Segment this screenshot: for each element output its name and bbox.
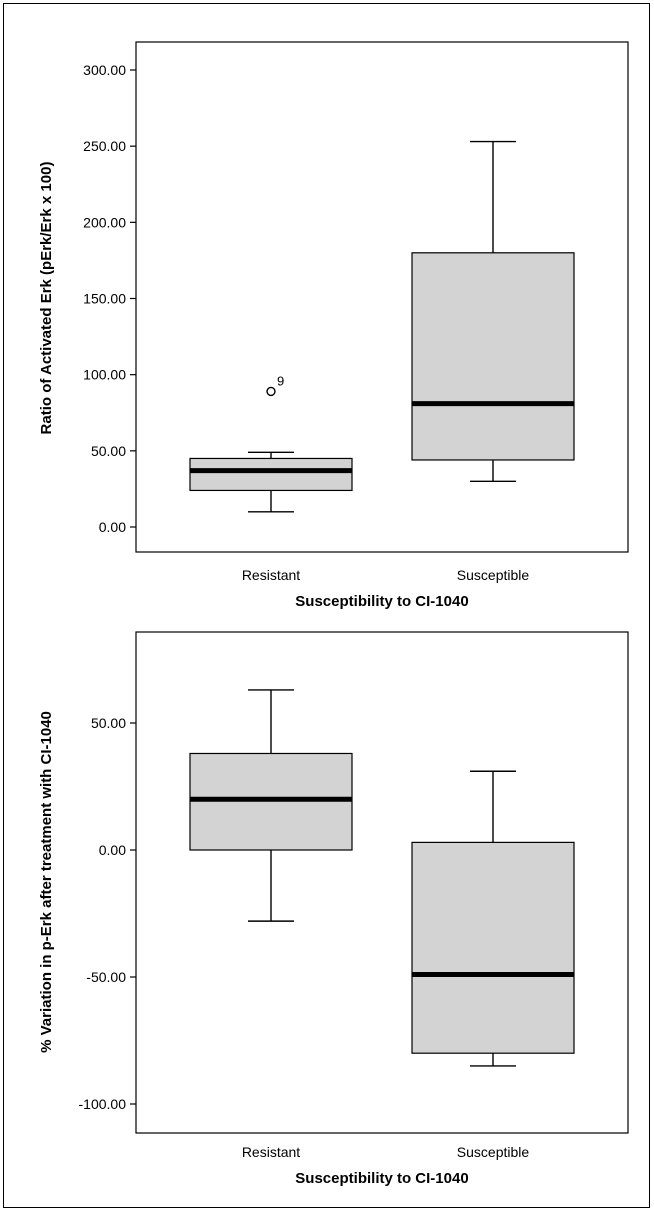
x-tick-label-resistant-bottom: Resistant <box>242 1144 300 1160</box>
x-axis-title-top: Susceptibility to CI-1040 <box>295 593 468 610</box>
y-tick-label-top-5: 250.00 <box>83 138 126 154</box>
y-axis-title-bottom: % Variation in p-Erk after treatment wit… <box>38 711 55 1053</box>
y-ticks-bottom: -100.00 -50.00 0.00 50.00 <box>79 715 136 1112</box>
plot-frame-top <box>135 41 629 553</box>
x-tick-label-susceptible-top: Susceptible <box>457 567 530 583</box>
x-tick-label-resistant-top: Resistant <box>242 567 300 583</box>
box-susceptible-bottom <box>411 841 575 1054</box>
y-ticks-top: 0.00 50.00 100.00 150.00 200.00 250.00 300.00 <box>83 62 136 535</box>
box-group-top: 9 <box>189 140 575 513</box>
y-tick-label-bottom-2: 0.00 <box>99 842 126 858</box>
chart-panel-top: 9 0.00 50.00 100.00 150.00 200.00 250.00 300.0… <box>38 41 629 610</box>
y-tick-label-top-0: 0.00 <box>99 519 126 535</box>
x-axis-title-bottom: Susceptibility to CI-1040 <box>295 1170 468 1187</box>
outlier-label-resistant-top-0: 9 <box>277 373 284 388</box>
x-tick-label-susceptible-bottom: Susceptible <box>457 1144 530 1160</box>
y-tick-label-bottom-3: 50.00 <box>91 715 126 731</box>
box-resistant-top <box>189 457 353 492</box>
chart-panel-bottom: -100.00 -50.00 0.00 50.00 Resistant Suscept… <box>38 631 629 1187</box>
y-tick-label-bottom-1: -50.00 <box>86 969 126 985</box>
y-tick-label-top-3: 150.00 <box>83 291 126 307</box>
outlier-resistant-top-0 <box>266 386 276 397</box>
y-tick-label-bottom-0: -100.00 <box>79 1096 127 1112</box>
y-tick-label-top-2: 100.00 <box>83 367 126 383</box>
box-group-bottom <box>189 689 575 1067</box>
y-tick-label-top-4: 200.00 <box>83 214 126 230</box>
box-resistant-bottom <box>189 752 353 851</box>
y-tick-label-top-1: 50.00 <box>91 443 126 459</box>
y-tick-label-top-6: 300.00 <box>83 62 126 78</box>
y-axis-title-top: Ratio of Activated Erk (pErk/Erk x 100) <box>38 162 55 435</box>
figure-frame <box>3 3 650 1208</box>
box-susceptible-top <box>411 252 575 461</box>
plot-frame-bottom <box>135 631 629 1134</box>
